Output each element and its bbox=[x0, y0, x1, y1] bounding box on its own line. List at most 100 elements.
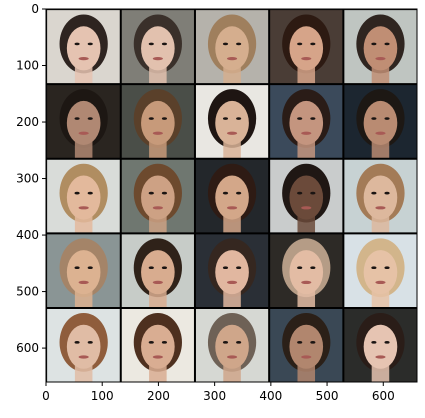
face-tile-r1-c2 bbox=[195, 84, 269, 160]
eye-left bbox=[148, 42, 154, 46]
x-tick-label: 0 bbox=[42, 389, 50, 403]
face-shape bbox=[141, 26, 175, 71]
eye-left bbox=[371, 191, 377, 195]
y-axis: 0 100 200 300 400 500 600 bbox=[16, 2, 46, 355]
y-tick-label: 200 bbox=[16, 115, 39, 129]
eye-right bbox=[161, 191, 167, 195]
face-tile-r1-c3 bbox=[269, 84, 343, 160]
eye-right bbox=[87, 42, 93, 46]
mouth-shape bbox=[301, 280, 312, 285]
y-tick-label: 400 bbox=[16, 228, 39, 242]
face-shape bbox=[363, 26, 398, 71]
eye-left bbox=[297, 42, 303, 46]
face-shape bbox=[215, 324, 249, 369]
eye-right bbox=[236, 341, 242, 344]
eye-right bbox=[310, 191, 316, 195]
eye-left bbox=[371, 266, 377, 270]
eye-right bbox=[161, 341, 167, 344]
x-axis: 0 100 200 300 400 500 600 bbox=[42, 382, 395, 403]
face-tile-r4-c1 bbox=[121, 308, 195, 382]
eye-right bbox=[87, 191, 93, 195]
eye-left bbox=[297, 191, 303, 195]
face-shape bbox=[289, 26, 324, 71]
eye-left bbox=[222, 42, 229, 46]
mouth-shape bbox=[301, 57, 312, 61]
x-tick-label: 600 bbox=[372, 389, 395, 403]
eye-right bbox=[384, 117, 390, 120]
mouth-shape bbox=[226, 206, 238, 210]
y-tick-label: 600 bbox=[16, 341, 39, 355]
axes-frame bbox=[45, 8, 418, 383]
face-tile-r4-c3 bbox=[269, 308, 343, 382]
face-shape bbox=[289, 100, 324, 145]
eye-left bbox=[148, 266, 154, 270]
y-tick-label: 100 bbox=[16, 59, 39, 73]
eye-left bbox=[74, 191, 80, 195]
mouth-shape bbox=[301, 355, 312, 359]
face-tile-r3-c3 bbox=[269, 233, 343, 309]
face-shape bbox=[66, 250, 101, 295]
x-tick-label: 100 bbox=[91, 389, 114, 403]
face-tile-r1-c1 bbox=[121, 84, 195, 160]
mouth-shape bbox=[78, 131, 89, 135]
x-tick-label: 500 bbox=[316, 389, 339, 403]
mouth-shape bbox=[375, 355, 386, 359]
face-tile-r0-c4 bbox=[343, 10, 417, 86]
eye-right bbox=[384, 191, 390, 195]
mouth-shape bbox=[78, 57, 89, 61]
face-tile-r3-c2 bbox=[195, 233, 269, 309]
eye-right bbox=[384, 266, 390, 270]
face-tile-r0-c2 bbox=[195, 10, 269, 86]
y-tick-label: 0 bbox=[31, 2, 39, 16]
face-tile-r2-c2 bbox=[195, 159, 269, 235]
face-tile-r4-c4 bbox=[343, 308, 417, 382]
face-tile-r2-c4 bbox=[343, 159, 417, 235]
eye-left bbox=[148, 341, 154, 344]
eye-right bbox=[87, 117, 93, 120]
face-tile-r2-c3 bbox=[269, 159, 343, 235]
eye-right bbox=[161, 266, 167, 270]
y-tick-label: 500 bbox=[16, 285, 39, 299]
face-tile-r3-c4 bbox=[343, 233, 417, 309]
eye-left bbox=[297, 341, 303, 344]
face-shape bbox=[141, 100, 175, 145]
mouth-shape bbox=[226, 355, 238, 359]
eye-right bbox=[310, 42, 316, 46]
eye-right bbox=[310, 266, 316, 270]
face-shape bbox=[215, 175, 249, 220]
eye-left bbox=[371, 42, 377, 46]
face-shape bbox=[363, 175, 398, 220]
face-shape bbox=[289, 324, 324, 369]
eye-right bbox=[236, 42, 242, 46]
face-tile-r4-c0 bbox=[47, 308, 121, 382]
face-shape bbox=[66, 26, 101, 71]
y-tick-label: 300 bbox=[16, 172, 39, 186]
mouth-shape bbox=[375, 206, 386, 210]
face-shape bbox=[66, 175, 101, 220]
eye-left bbox=[222, 266, 229, 270]
face-shape bbox=[363, 100, 398, 145]
eye-left bbox=[297, 117, 303, 120]
mouth-shape bbox=[152, 355, 163, 359]
eye-right bbox=[384, 42, 390, 46]
face-tile-r2-c0 bbox=[47, 159, 121, 235]
face-shape bbox=[363, 324, 398, 369]
face-shape bbox=[66, 100, 101, 145]
eye-left bbox=[148, 117, 154, 120]
face-shape bbox=[289, 250, 324, 295]
face-tile-r3-c1 bbox=[121, 233, 195, 309]
face-tile-r4-c2 bbox=[195, 308, 269, 382]
x-tick-label: 400 bbox=[259, 389, 282, 403]
face-shape bbox=[66, 324, 101, 369]
mouth-shape bbox=[226, 57, 238, 61]
face-shape bbox=[289, 175, 324, 220]
eye-right bbox=[236, 266, 242, 270]
mouth-shape bbox=[152, 131, 163, 135]
face-tile-r0-c3 bbox=[269, 10, 343, 86]
mouth-shape bbox=[301, 131, 312, 135]
mouth-shape bbox=[375, 131, 386, 135]
eye-left bbox=[74, 42, 80, 46]
x-tick-label: 200 bbox=[147, 389, 170, 403]
eye-right bbox=[310, 117, 316, 120]
eye-left bbox=[222, 191, 229, 195]
